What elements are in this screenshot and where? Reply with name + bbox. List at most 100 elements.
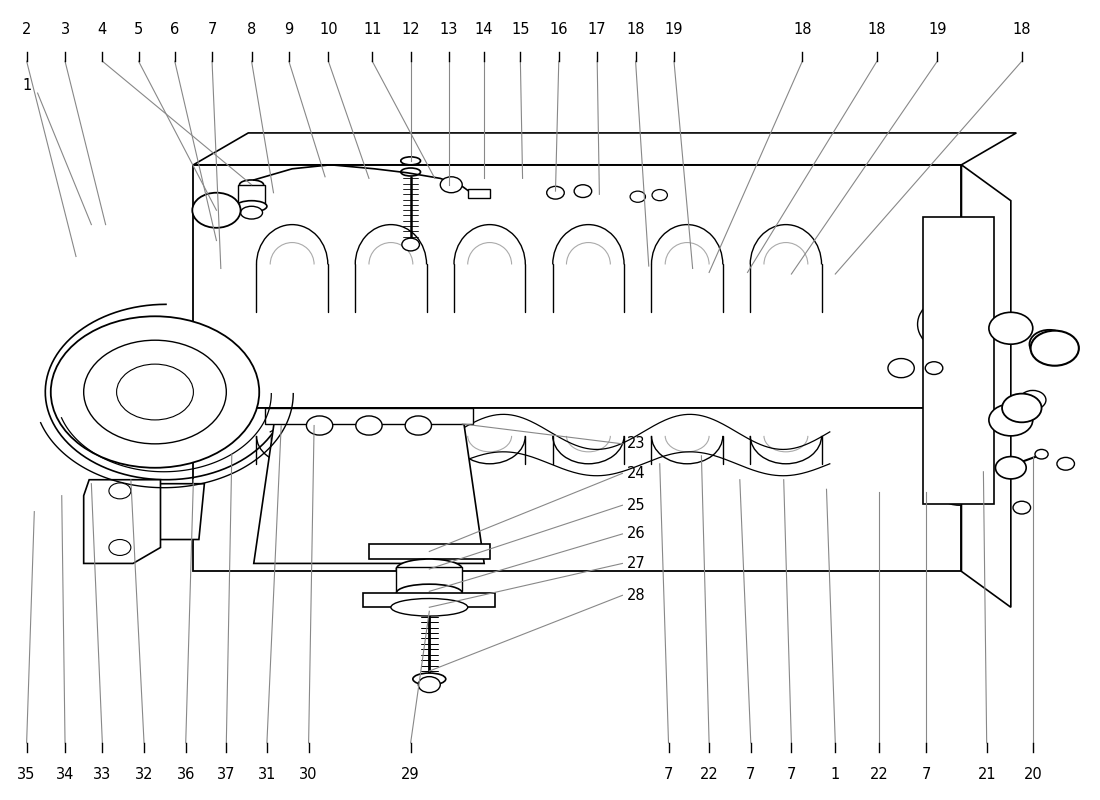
Text: 22: 22 [870, 766, 889, 782]
Text: 21: 21 [978, 766, 996, 782]
Bar [396, 567, 462, 591]
Polygon shape [254, 412, 484, 563]
Circle shape [109, 483, 131, 499]
Circle shape [925, 362, 943, 374]
Text: 6: 6 [170, 22, 179, 38]
Circle shape [630, 191, 646, 202]
Text: 16: 16 [550, 22, 568, 38]
Circle shape [547, 186, 564, 199]
Circle shape [917, 294, 1001, 354]
Text: 1: 1 [22, 78, 31, 93]
Text: 7: 7 [786, 766, 796, 782]
Text: 27: 27 [627, 556, 646, 571]
Text: 22: 22 [700, 766, 718, 782]
Circle shape [1013, 502, 1031, 514]
Text: eurospares: eurospares [714, 226, 869, 254]
Text: 24: 24 [627, 466, 646, 481]
Circle shape [117, 364, 194, 420]
Circle shape [935, 306, 983, 342]
Text: 35: 35 [18, 766, 36, 782]
Text: 2: 2 [22, 22, 31, 38]
Circle shape [418, 677, 440, 693]
Text: 17: 17 [587, 22, 606, 38]
Text: 10: 10 [319, 22, 338, 38]
Circle shape [84, 340, 227, 444]
Text: eurospares: eurospares [198, 226, 353, 254]
Text: 28: 28 [627, 588, 646, 603]
Circle shape [1035, 450, 1048, 459]
Text: #cccccc: #cccccc [189, 245, 296, 269]
Text: 19: 19 [928, 22, 947, 38]
Text: 26: 26 [627, 526, 646, 542]
Bar [363, 593, 495, 607]
Text: 18: 18 [1013, 22, 1031, 38]
Text: eurospares: eurospares [714, 434, 869, 462]
Circle shape [1020, 390, 1046, 410]
Circle shape [1057, 458, 1075, 470]
Text: 15: 15 [512, 22, 529, 38]
Text: 25: 25 [627, 498, 646, 513]
Ellipse shape [412, 673, 446, 685]
Bar [239, 185, 265, 205]
Text: 18: 18 [793, 22, 812, 38]
Text: #cccccc: #cccccc [694, 452, 801, 476]
Text: eurospares: eurospares [198, 434, 353, 462]
Circle shape [1030, 330, 1069, 358]
Circle shape [1002, 394, 1042, 422]
Ellipse shape [236, 201, 267, 212]
Circle shape [109, 539, 131, 555]
Text: 5: 5 [134, 22, 143, 38]
Polygon shape [961, 165, 1011, 607]
Text: 7: 7 [922, 766, 931, 782]
Text: 37: 37 [217, 766, 235, 782]
Text: 9: 9 [284, 22, 294, 38]
Circle shape [402, 238, 419, 251]
Bar [194, 165, 961, 408]
Text: 11: 11 [363, 22, 382, 38]
Circle shape [989, 404, 1033, 436]
Ellipse shape [400, 168, 420, 176]
Circle shape [1031, 330, 1079, 366]
Bar [468, 189, 490, 198]
Text: 31: 31 [257, 766, 276, 782]
Polygon shape [100, 484, 205, 539]
Circle shape [405, 416, 431, 435]
Text: 29: 29 [402, 766, 420, 782]
Text: 20: 20 [1023, 766, 1042, 782]
Circle shape [192, 193, 241, 228]
Ellipse shape [241, 206, 263, 219]
Text: 23: 23 [627, 436, 646, 451]
Text: 4: 4 [98, 22, 107, 38]
Ellipse shape [390, 598, 468, 616]
Text: #cccccc: #cccccc [694, 245, 801, 269]
Text: 18: 18 [868, 22, 887, 38]
Circle shape [440, 177, 462, 193]
Circle shape [51, 316, 260, 468]
Ellipse shape [396, 584, 462, 602]
Circle shape [652, 190, 668, 201]
Text: 18: 18 [626, 22, 645, 38]
Text: 32: 32 [135, 766, 153, 782]
Circle shape [989, 312, 1033, 344]
Text: 34: 34 [56, 766, 74, 782]
Text: 14: 14 [475, 22, 494, 38]
Text: 13: 13 [440, 22, 459, 38]
Text: 3: 3 [60, 22, 69, 38]
Circle shape [926, 392, 992, 440]
Ellipse shape [240, 180, 264, 190]
Text: 36: 36 [176, 766, 195, 782]
Circle shape [942, 403, 977, 429]
Polygon shape [84, 480, 161, 563]
Text: 30: 30 [299, 766, 318, 782]
Text: 7: 7 [746, 766, 756, 782]
Circle shape [574, 185, 592, 198]
Text: 7: 7 [208, 22, 217, 38]
Text: #cccccc: #cccccc [189, 452, 296, 476]
Text: 33: 33 [94, 766, 111, 782]
Text: 12: 12 [402, 22, 420, 38]
Circle shape [355, 416, 382, 435]
Circle shape [935, 470, 983, 506]
Polygon shape [265, 408, 473, 424]
Bar [194, 408, 961, 571]
Bar [923, 217, 994, 504]
